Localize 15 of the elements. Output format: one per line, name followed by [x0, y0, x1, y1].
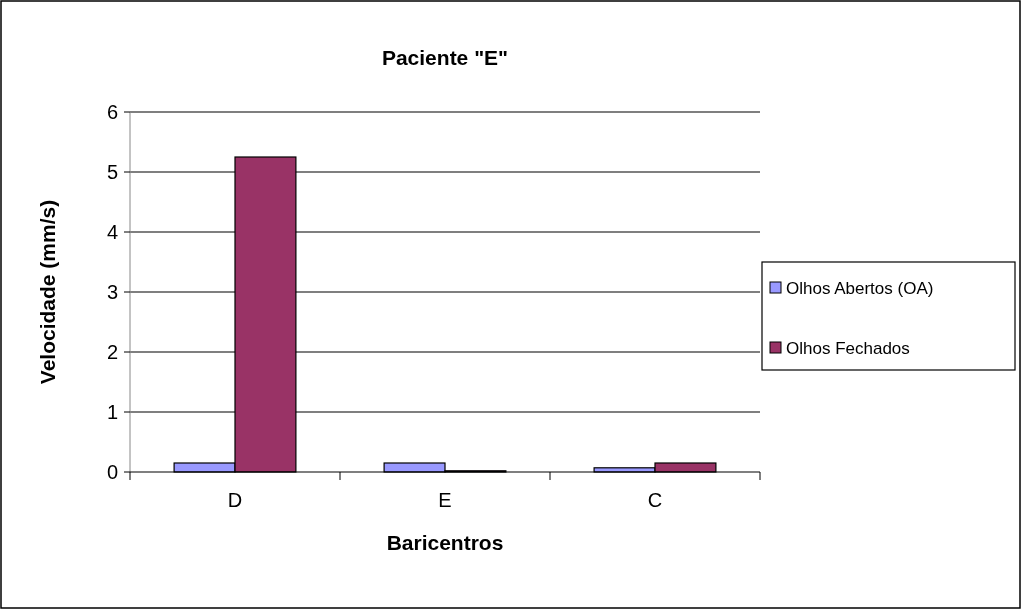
- legend-label: Olhos Fechados: [786, 338, 910, 358]
- y-axis-title: Velocidade (mm/s): [36, 199, 59, 385]
- y-tick-label: 3: [106, 281, 118, 303]
- y-tick-label: 0: [106, 461, 118, 483]
- chart-title: Paciente "E": [381, 46, 509, 69]
- y-tick-label: 4: [106, 221, 118, 243]
- x-tick-label: E: [438, 489, 452, 511]
- y-tick-label: 2: [106, 341, 118, 363]
- y-tick-label: 5: [106, 161, 118, 183]
- legend-label: Olhos Abertos (OA): [786, 278, 934, 298]
- x-axis-title: Baricentros: [386, 531, 504, 554]
- x-tick-label: D: [227, 489, 243, 511]
- x-tick-label: C: [647, 489, 663, 511]
- y-tick-label: 6: [106, 101, 118, 123]
- y-tick-label: 1: [106, 401, 118, 423]
